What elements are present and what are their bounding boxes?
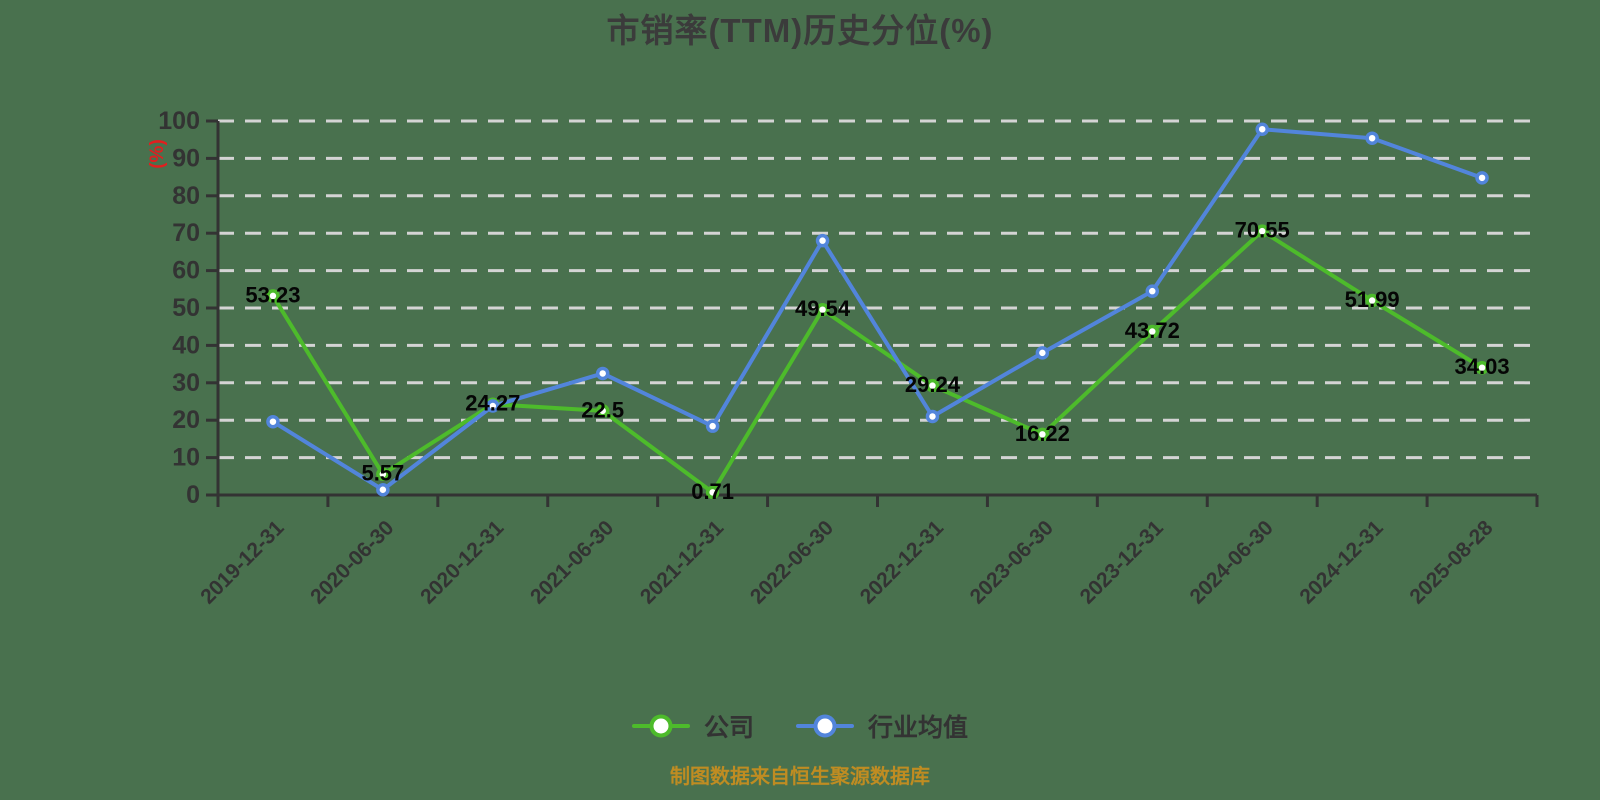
y-tick-label: 0 <box>186 481 200 509</box>
company-series-marker-icon <box>631 714 690 738</box>
industry-data-point[interactable] <box>1145 284 1160 298</box>
industry-data-point[interactable] <box>376 483 390 497</box>
data-source-note: 制图数据来自恒生聚源数据库 <box>670 766 930 788</box>
company-data-point[interactable] <box>1035 427 1050 442</box>
data-point-label: 24.27 <box>465 391 520 416</box>
y-tick-label: 40 <box>172 331 200 359</box>
company-data-point[interactable] <box>925 378 940 393</box>
industry-data-point[interactable] <box>1255 122 1269 136</box>
y-tick-label: 10 <box>172 444 200 472</box>
industry-data-point[interactable] <box>815 233 830 248</box>
x-tick-label: 2025-08-28 <box>1405 516 1497 608</box>
company-data-point[interactable] <box>1255 224 1269 238</box>
y-tick-label: 50 <box>172 294 200 322</box>
industry-data-point[interactable] <box>486 399 500 413</box>
legend-item-company[interactable]: 公司 <box>631 708 754 744</box>
industry-data-point[interactable] <box>266 414 280 429</box>
x-tick-label: 2021-12-31 <box>636 516 728 608</box>
y-tick-label: 60 <box>172 257 200 285</box>
industry-data-point[interactable] <box>1475 171 1489 185</box>
company-series-line[interactable] <box>270 229 1485 495</box>
x-tick-label: 2022-06-30 <box>746 516 838 608</box>
company-data-point[interactable] <box>815 302 830 317</box>
x-tick-label: 2020-06-30 <box>306 516 398 608</box>
x-tick-label: 2021-06-30 <box>526 516 618 608</box>
data-point-label: 34.03 <box>1455 354 1510 379</box>
industry-series-line[interactable] <box>270 127 1485 492</box>
company-data-point[interactable] <box>1365 293 1379 308</box>
company-data-point[interactable] <box>595 404 610 418</box>
y-tick-label: 30 <box>172 369 200 397</box>
industry-data-point[interactable] <box>1365 131 1379 145</box>
industry-series-marker-icon <box>796 714 854 738</box>
chart-title: 市销率(TTM)历史分位(%) <box>606 12 994 49</box>
data-point-label: 49.54 <box>795 296 851 321</box>
industry-data-point[interactable] <box>1035 346 1050 360</box>
legend-label-industry-average: 行业均值 <box>868 714 969 742</box>
data-point-label: 22.5 <box>581 397 624 422</box>
company-data-point[interactable] <box>1475 360 1489 375</box>
industry-data-point[interactable] <box>925 409 940 424</box>
data-point-label: 43.72 <box>1125 318 1180 343</box>
legend-label-company: 公司 <box>703 714 754 742</box>
data-point-label: 53.23 <box>245 282 300 307</box>
y-tick-label: 80 <box>172 182 200 210</box>
company-data-point[interactable] <box>1145 324 1160 339</box>
data-point-label: 29.24 <box>905 372 961 397</box>
y-tick-label: 90 <box>172 144 200 172</box>
company-data-point[interactable] <box>705 485 720 500</box>
x-tick-label: 2023-06-30 <box>966 516 1058 608</box>
x-tick-label: 2024-06-30 <box>1186 516 1278 608</box>
data-point-label: 70.55 <box>1235 218 1290 243</box>
company-data-point[interactable] <box>376 467 390 481</box>
y-tick-label: 20 <box>172 406 200 434</box>
x-tick-label: 2022-12-31 <box>856 516 948 608</box>
data-point-label: 51.99 <box>1345 287 1400 312</box>
y-tick-label: 70 <box>172 219 200 247</box>
industry-data-point[interactable] <box>705 419 720 433</box>
data-point-label: 0.71 <box>691 479 734 504</box>
x-tick-label: 2020-12-31 <box>416 516 508 608</box>
x-tick-label: 2024-12-31 <box>1295 516 1387 608</box>
industry-data-point[interactable] <box>595 366 610 381</box>
x-tick-label: 2023-12-31 <box>1076 516 1168 608</box>
legend: 公司 行业均值 <box>0 708 1600 744</box>
y-tick-label: 100 <box>158 107 200 135</box>
data-point-label: 5.57 <box>361 461 404 486</box>
x-tick-label: 2019-12-31 <box>196 516 288 608</box>
company-data-point[interactable] <box>266 289 280 303</box>
legend-item-industry-average[interactable]: 行业均值 <box>796 708 968 744</box>
data-point-label: 16.22 <box>1015 421 1070 446</box>
